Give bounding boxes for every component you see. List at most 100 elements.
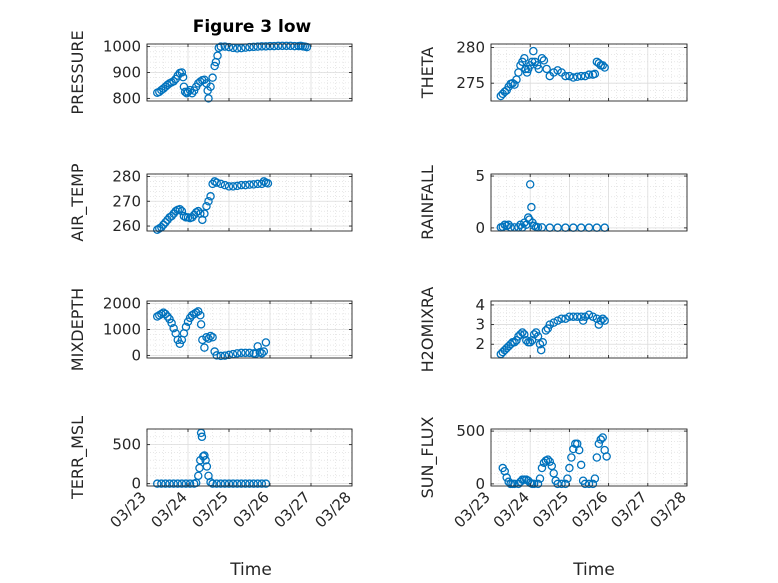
data-point xyxy=(232,479,242,488)
x-tick-label: 03/27 xyxy=(271,488,314,531)
data-point xyxy=(178,72,188,82)
data-point xyxy=(282,41,291,51)
data-point xyxy=(237,180,246,190)
data-point xyxy=(169,77,178,86)
y-tick-label: 1000 xyxy=(103,38,141,56)
y-axis-label: H2OMIXRA xyxy=(418,287,437,373)
data-point xyxy=(210,61,219,71)
data-point xyxy=(522,68,532,77)
axes-frame xyxy=(490,428,688,487)
data-point xyxy=(261,42,271,51)
data-point xyxy=(527,202,536,212)
data-point xyxy=(516,330,525,339)
data-point xyxy=(183,87,193,97)
data-point xyxy=(569,444,578,454)
data-point xyxy=(224,42,234,52)
y-tick-label: 5 xyxy=(475,167,485,185)
data-point xyxy=(208,73,217,82)
data-point xyxy=(510,338,519,347)
data-point xyxy=(232,181,242,191)
data-point xyxy=(269,41,279,51)
data-point xyxy=(251,349,260,359)
data-point xyxy=(200,343,209,352)
y-axis-label: TERR_MSL xyxy=(68,416,88,500)
data-point xyxy=(163,312,172,321)
y-axis-label: AIR_TEMP xyxy=(68,163,88,241)
data-point xyxy=(200,209,209,218)
data-point xyxy=(525,180,535,189)
subplot-3: 260 270 280 AIR_TEMP xyxy=(68,163,353,242)
y-tick-label: 0 xyxy=(475,219,485,237)
data-point xyxy=(204,334,213,343)
data-point xyxy=(512,336,521,345)
data-point xyxy=(161,309,170,319)
data-point xyxy=(212,479,221,488)
data-point xyxy=(257,349,267,358)
data-point xyxy=(588,479,598,489)
y-tick-label: 3 xyxy=(475,316,485,334)
x-tick-label: 03/23 xyxy=(451,488,494,531)
data-point xyxy=(584,70,594,79)
data-point xyxy=(228,182,238,191)
x-tick-label: 03/26 xyxy=(568,488,611,531)
data-point xyxy=(167,318,176,328)
data-point xyxy=(569,73,578,82)
data-point xyxy=(520,330,529,339)
data-point xyxy=(193,471,203,481)
y-tick-label: 270 xyxy=(112,192,141,210)
data-point xyxy=(202,201,211,211)
data-point xyxy=(510,80,519,89)
data-point xyxy=(302,42,312,52)
y-tick-label: 0 xyxy=(131,475,141,493)
data-point xyxy=(590,474,600,483)
data-point xyxy=(502,473,511,482)
data-point xyxy=(561,71,570,81)
data-point xyxy=(245,479,254,488)
y-tick-label: 1000 xyxy=(103,321,141,339)
data-point xyxy=(278,41,287,51)
data-point xyxy=(259,347,269,356)
data-point xyxy=(600,63,609,72)
data-point xyxy=(290,41,299,51)
y-tick-label: 2000 xyxy=(103,295,141,313)
y-axis-label: RAINFALL xyxy=(418,165,437,240)
x-tick-label: 03/24 xyxy=(490,488,533,531)
data-point xyxy=(600,316,609,325)
data-point xyxy=(212,351,221,360)
data-point xyxy=(241,348,250,358)
data-point xyxy=(253,42,262,51)
data-point xyxy=(245,42,254,52)
data-point xyxy=(565,71,574,81)
y-tick-label: 260 xyxy=(112,217,141,235)
x-axis-label-right: Time xyxy=(572,560,615,580)
data-point xyxy=(224,479,234,488)
data-point xyxy=(592,453,602,462)
data-point xyxy=(249,180,258,189)
data-point xyxy=(202,333,211,342)
data-point xyxy=(161,479,170,488)
data-point xyxy=(224,182,234,191)
data-point xyxy=(510,479,519,489)
data-point xyxy=(590,69,600,79)
subplot-1: 800 900 1000 PRESSURE xyxy=(68,30,353,115)
y-tick-label: 0 xyxy=(131,346,141,364)
data-point xyxy=(187,88,197,98)
data-point xyxy=(253,479,262,488)
figure-title: Figure 3 low xyxy=(193,17,312,37)
data-point xyxy=(584,479,594,489)
data-point xyxy=(175,204,185,214)
data-point xyxy=(220,180,230,190)
data-point xyxy=(220,479,230,488)
data-point xyxy=(594,320,604,329)
data-point xyxy=(531,328,541,337)
data-point xyxy=(533,332,543,341)
x-tick-label: 03/25 xyxy=(529,488,572,531)
data-point xyxy=(543,455,553,464)
subplot-5: 0 1000 2000 MIXDEPTH xyxy=(68,288,353,371)
data-point xyxy=(249,479,258,488)
y-tick-label: 275 xyxy=(456,74,485,92)
data-point xyxy=(241,479,250,488)
y-axis-label: SUN_FLUX xyxy=(418,417,438,499)
x-axis-label-left: Time xyxy=(229,560,272,580)
